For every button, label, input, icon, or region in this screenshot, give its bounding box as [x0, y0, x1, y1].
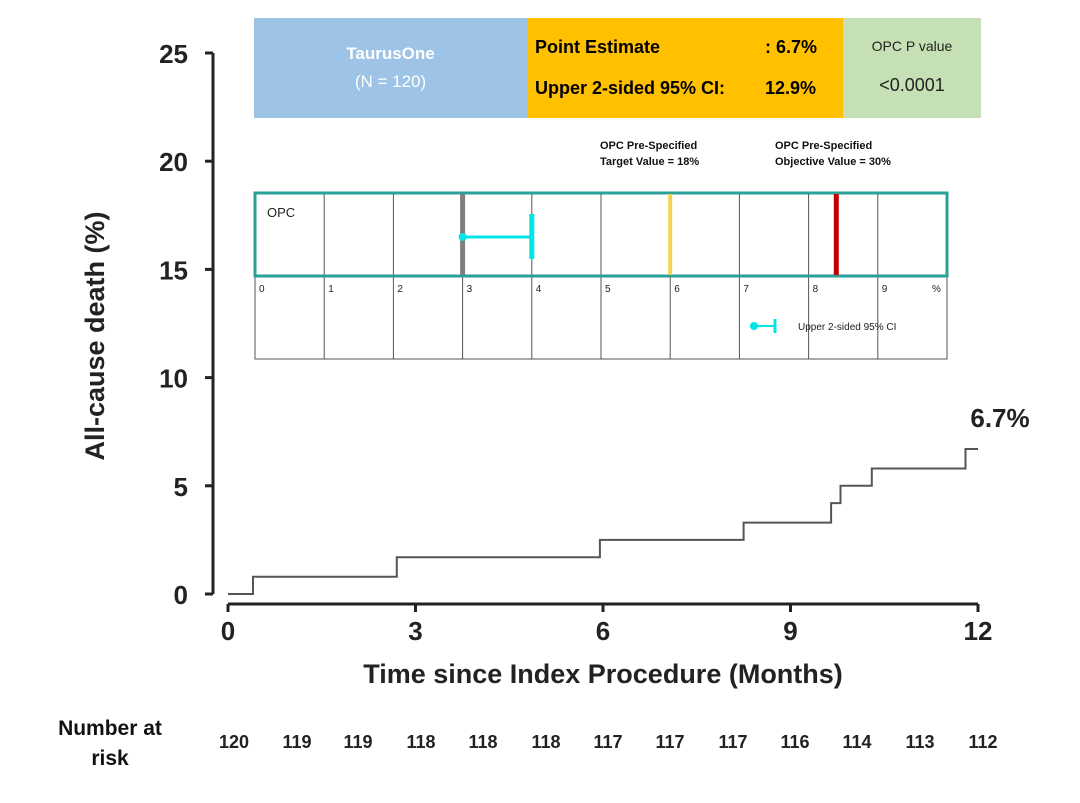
x-tick-label: 12 — [964, 616, 993, 646]
pvalue-label: OPC P value — [871, 38, 953, 54]
opc-target-line2: Target Value = 18% — [600, 156, 700, 168]
opc-objective-label: OPC Pre-Specified Objective Value = 30% — [775, 138, 891, 170]
opc-target-line1: OPC Pre-Specified — [600, 140, 698, 152]
opc-tick-label: 4 — [536, 284, 542, 295]
opc-tick-label: 5 — [605, 284, 611, 295]
pvalue-value: <0.0001 — [879, 75, 945, 95]
opc-tick-label: 7 — [743, 284, 749, 295]
opc-tick-label: 1 — [328, 284, 334, 295]
opc-inset: OPC 0 1 2 3 4 5 6 7 8 9 % Upper 2-sided 95% CI — [253, 191, 949, 360]
risk-value: 117 — [718, 732, 748, 752]
legend-text: Upper 2-sided 95% CI — [798, 322, 896, 333]
y-axis-label: All-cause death (%) — [80, 211, 110, 460]
x-axis-label: Time since Index Procedure (Months) — [363, 659, 843, 689]
y-tick-label: 0 — [174, 580, 188, 610]
risk-value: 118 — [531, 732, 561, 752]
opc-tick-label: 2 — [397, 284, 403, 295]
end-annotation: 6.7% — [970, 403, 1029, 433]
y-tick-label: 25 — [159, 39, 188, 69]
km-curve — [228, 448, 978, 595]
ci-value: 12.9% — [765, 78, 817, 98]
opc-tick-label: 3 — [467, 284, 473, 295]
y-tick-label: 20 — [159, 147, 188, 177]
risk-value: 112 — [968, 732, 998, 752]
x-tick-label: 3 — [408, 616, 422, 646]
opc-tick-label: 9 — [882, 284, 888, 295]
opc-objective-line2: Objective Value = 30% — [775, 156, 891, 168]
risk-value: 117 — [593, 732, 623, 752]
y-tick-label: 10 — [159, 364, 188, 394]
opc-title: OPC — [267, 205, 295, 220]
study-n: (N = 120) — [354, 72, 427, 91]
risk-title-line1: Number at — [58, 717, 162, 740]
opc-objective-line1: OPC Pre-Specified — [775, 140, 873, 152]
opc-tick-label: % — [932, 284, 941, 295]
risk-value: 118 — [406, 732, 436, 752]
ci-point — [458, 233, 467, 241]
risk-table-title: Number at risk — [40, 714, 180, 774]
risk-value: 119 — [343, 732, 373, 752]
opc-target-label: OPC Pre-Specified Target Value = 18% — [600, 138, 699, 170]
x-tick-label: 6 — [596, 616, 610, 646]
x-tick-label: 9 — [783, 616, 797, 646]
y-tick-label: 15 — [159, 255, 188, 285]
point-estimate-label: Point Estimate — [535, 37, 661, 57]
opc-tick-label: 6 — [674, 284, 680, 295]
estimate-box: Point Estimate : 6.7% Upper 2-sided 95% … — [527, 18, 843, 118]
risk-value: 114 — [842, 732, 872, 752]
x-tick-label: 0 — [221, 616, 235, 646]
study-name: TaurusOne — [346, 44, 435, 63]
risk-title-line2: risk — [91, 747, 129, 770]
y-tick-label: 5 — [174, 472, 188, 502]
opc-tick-label: 0 — [259, 284, 265, 295]
risk-value: 116 — [780, 732, 810, 752]
risk-value: 117 — [655, 732, 685, 752]
opc-tick-label: 8 — [813, 284, 819, 295]
risk-value: 118 — [468, 732, 498, 752]
study-summary-box: TaurusOne (N = 120) — [254, 18, 527, 118]
ci-label: Upper 2-sided 95% CI: — [535, 78, 726, 98]
risk-value: 120 — [218, 732, 250, 752]
risk-value: 113 — [905, 732, 935, 752]
pvalue-box: OPC P value <0.0001 — [843, 18, 981, 118]
risk-value: 119 — [282, 732, 312, 752]
point-estimate-value: : 6.7% — [765, 37, 818, 57]
